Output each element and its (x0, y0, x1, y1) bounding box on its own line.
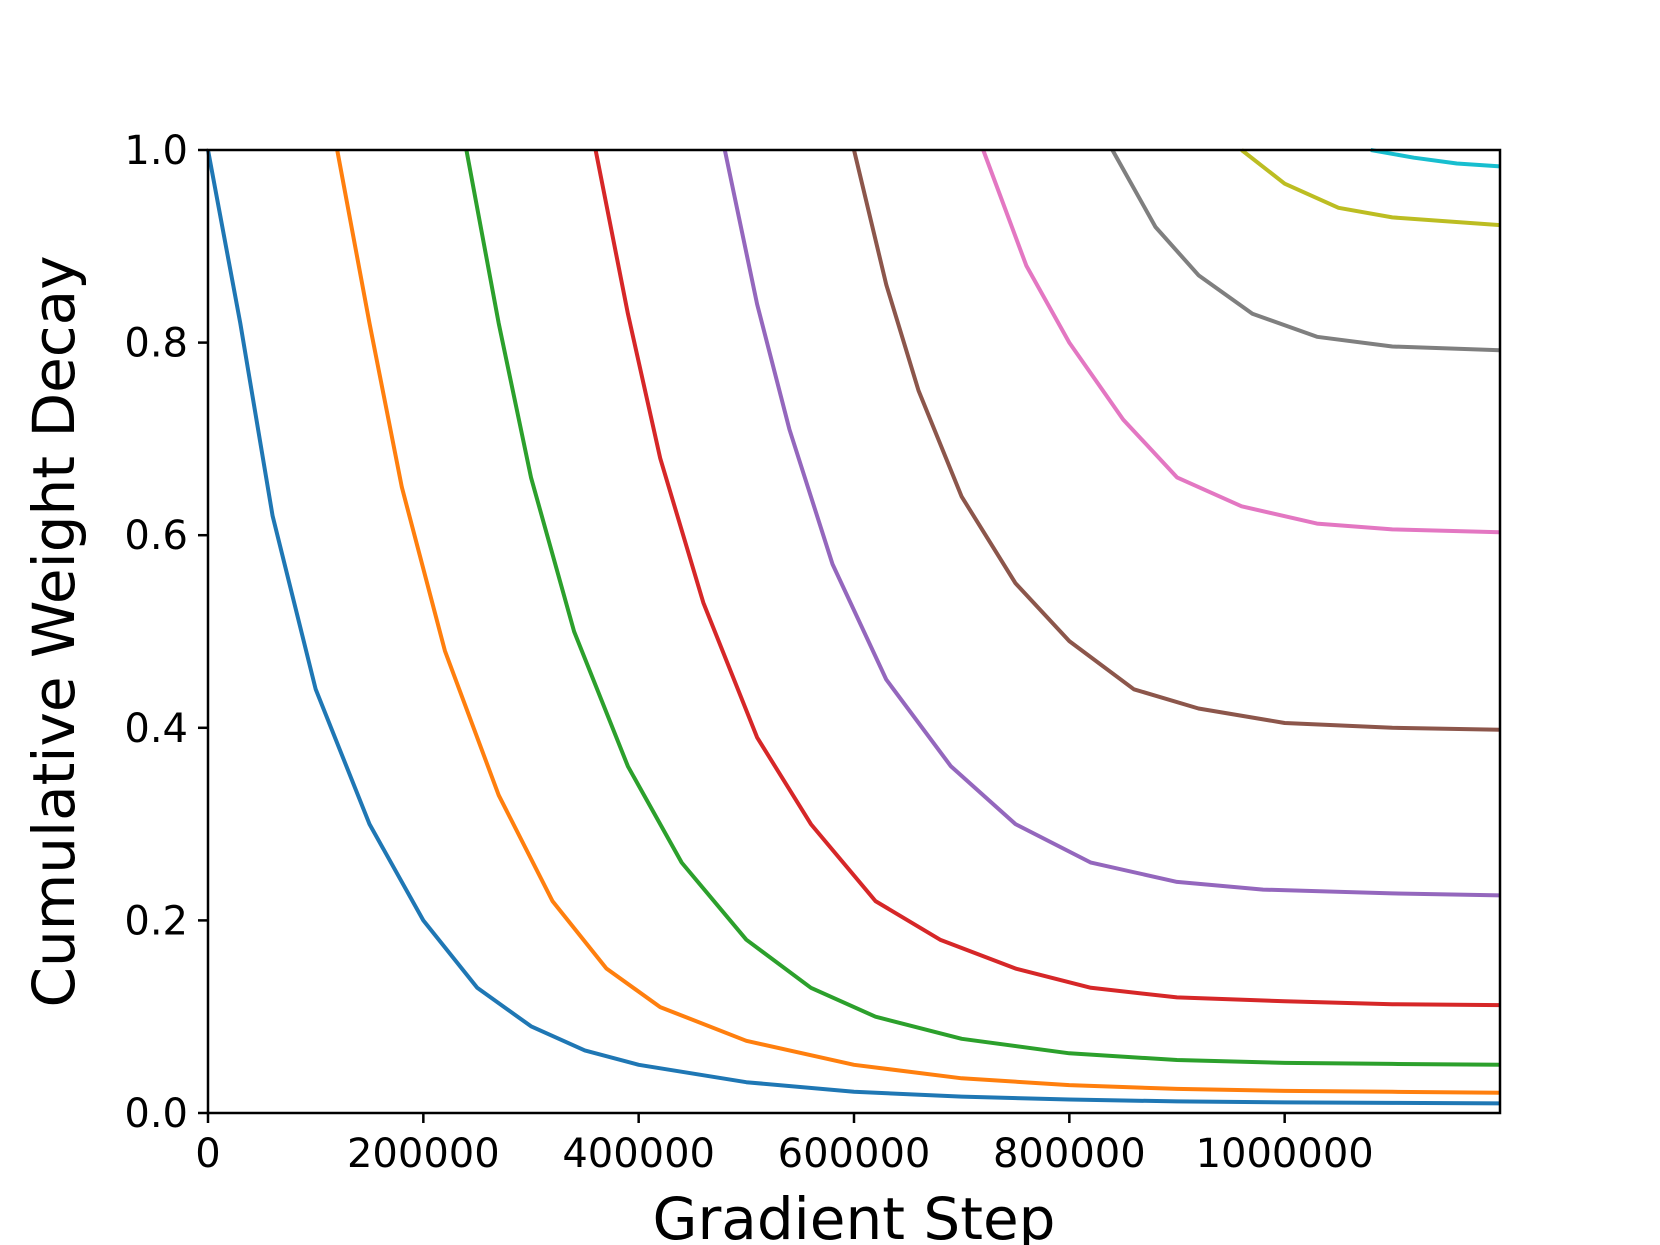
x-tick-label: 400000 (562, 1131, 715, 1177)
x-tick-label: 200000 (347, 1131, 500, 1177)
y-tick-label: 0.8 (124, 321, 188, 367)
y-tick-label: 0.6 (124, 513, 188, 559)
series-line-10 (1370, 148, 1501, 169)
y-tick-label: 0.0 (124, 1091, 188, 1137)
y-axis-label: Cumulative Weight Decay (20, 255, 88, 1007)
series-line-7 (981, 149, 1501, 535)
x-tick-label: 0 (195, 1131, 220, 1177)
y-tick-label: 0.2 (124, 898, 188, 944)
x-axis-label: Gradient Step (653, 1185, 1056, 1245)
plot-frame (206, 148, 1502, 1115)
x-tick-label: 600000 (778, 1131, 931, 1177)
series-line-1 (206, 149, 1501, 1106)
x-tick-label: 1000000 (1196, 1131, 1374, 1177)
series-line-8 (1110, 149, 1501, 353)
x-tick-label: 800000 (993, 1131, 1146, 1177)
x-axis-ticks: 0 200000 400000 600000 800000 1000000 (195, 1113, 1374, 1177)
y-tick-label: 1.0 (124, 128, 188, 174)
series-line-9 (1240, 148, 1501, 228)
series-line-5 (722, 149, 1501, 898)
series-line-4 (593, 149, 1501, 1008)
series-line-2 (335, 149, 1501, 1095)
y-tick-label: 0.4 (124, 706, 188, 752)
series-line-6 (852, 149, 1501, 732)
y-axis-ticks: 0.0 0.2 0.4 0.6 0.8 1.0 (124, 128, 208, 1137)
plot-lines (206, 148, 1501, 1106)
series-line-3 (464, 149, 1501, 1067)
